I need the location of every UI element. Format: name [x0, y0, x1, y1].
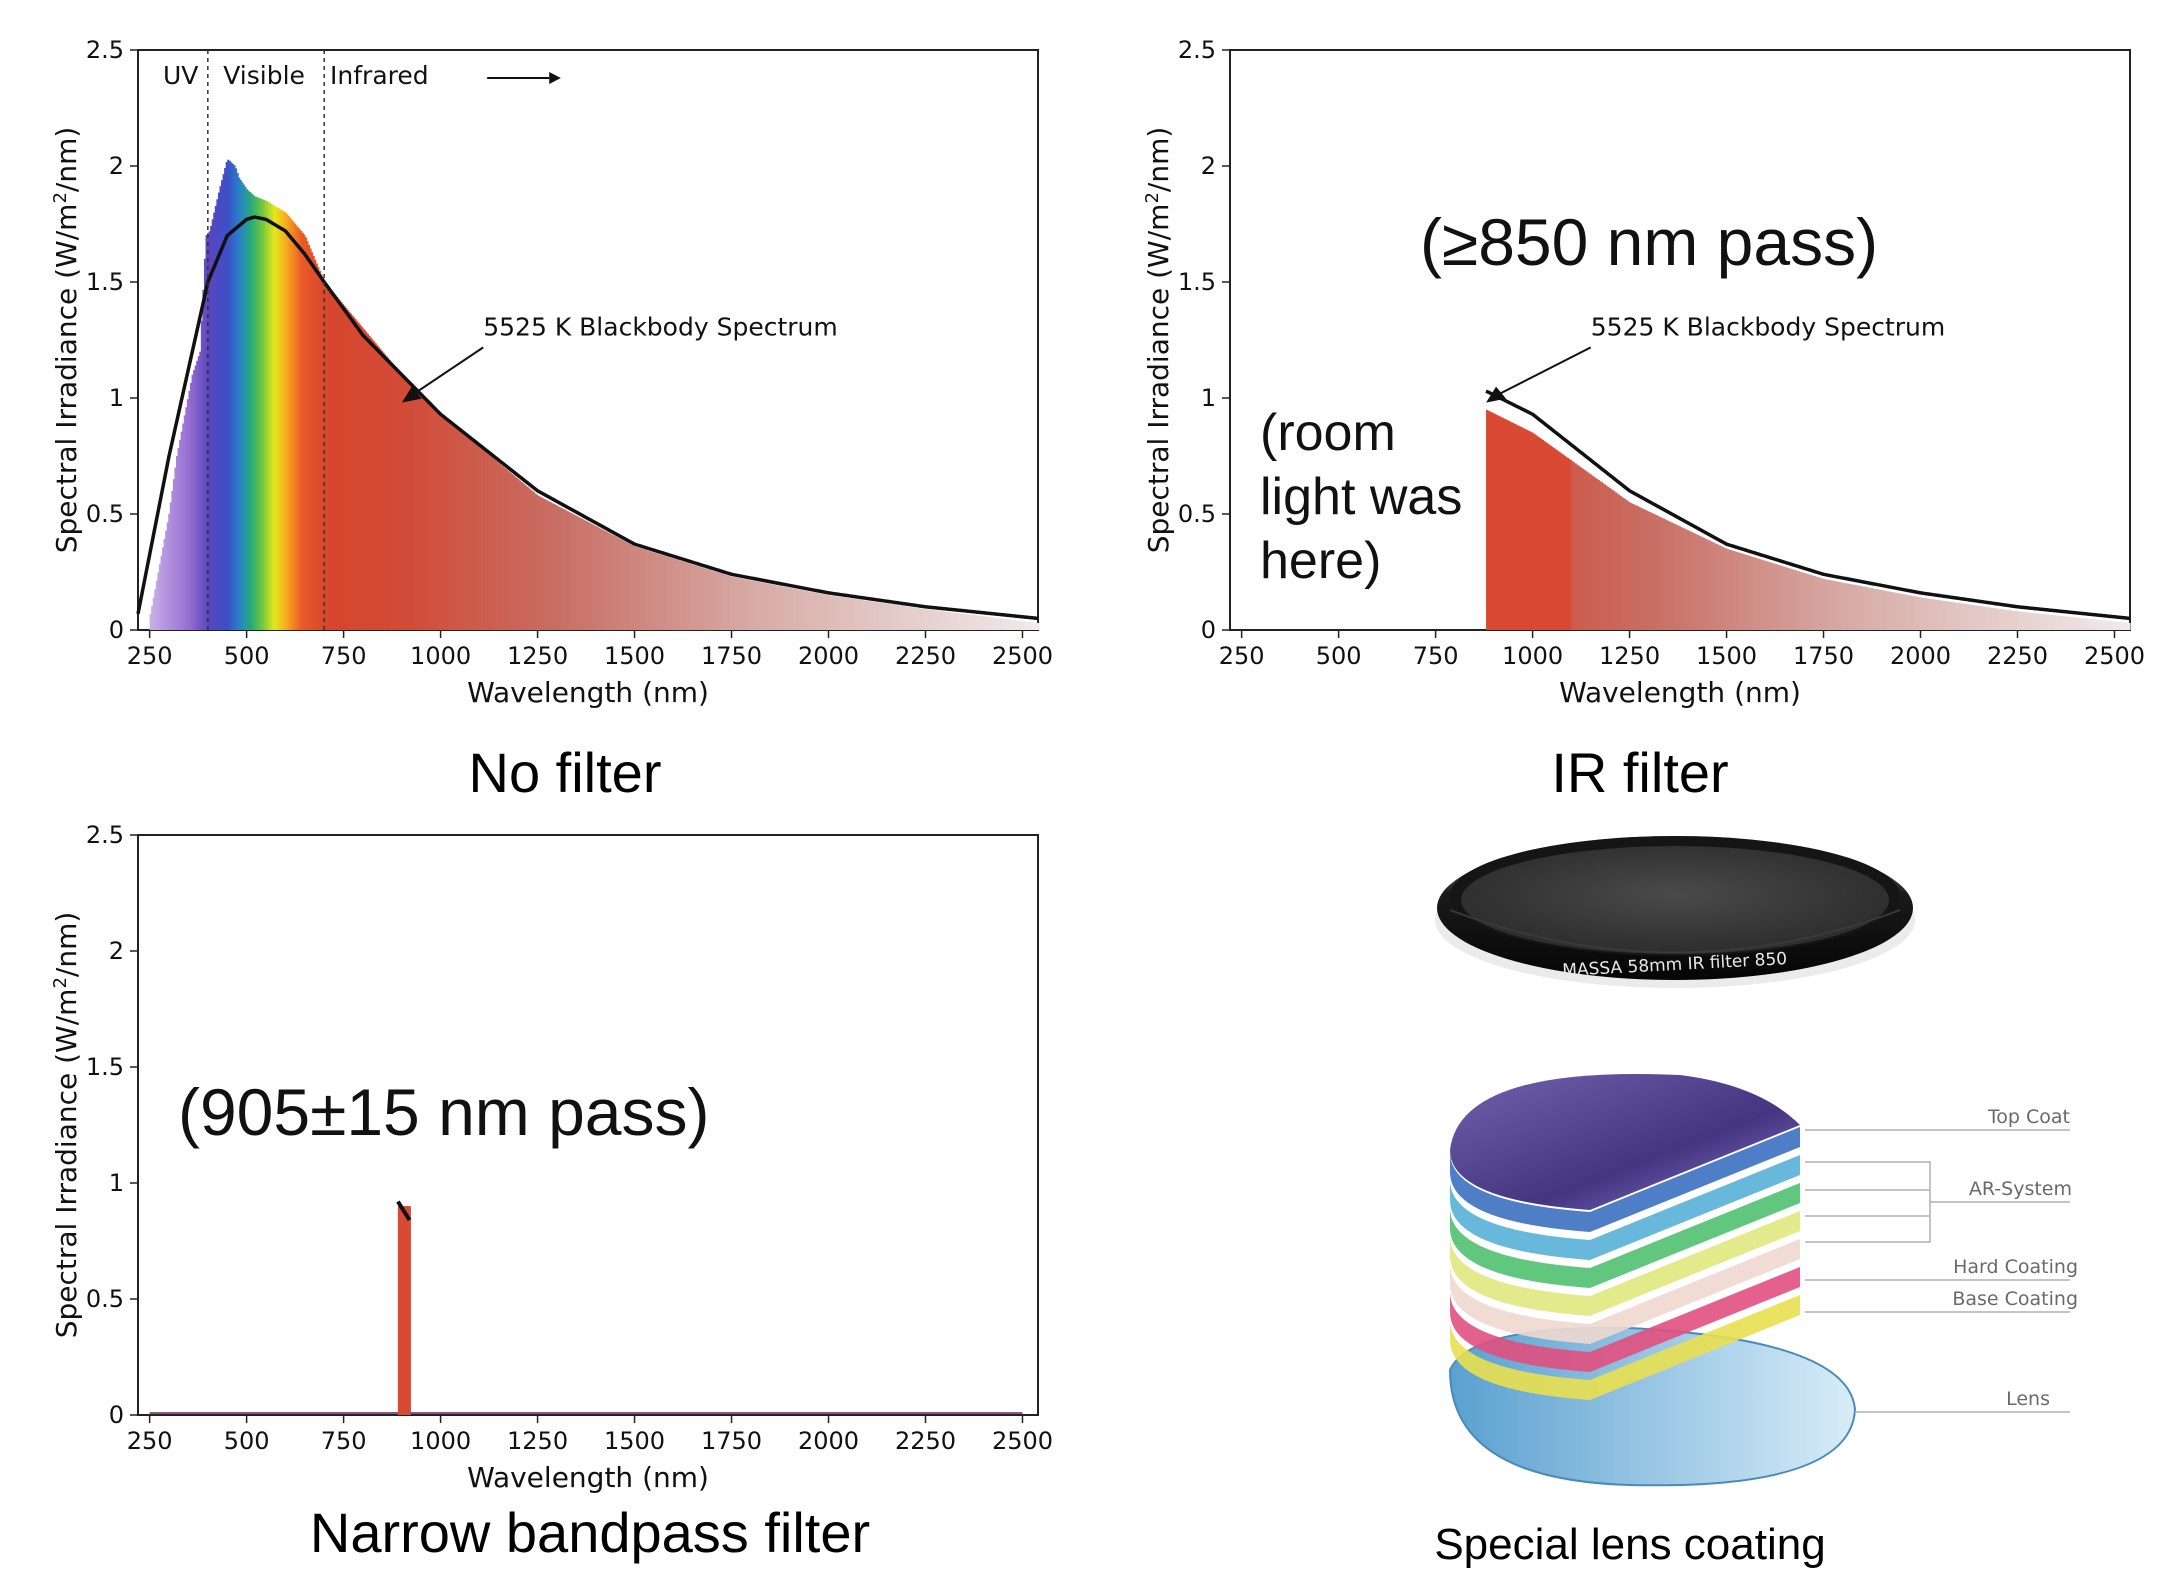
- top-coat-layer: [1450, 1073, 1800, 1210]
- caption-lens-coating: Special lens coating: [1434, 1520, 1826, 1569]
- x-tick-label: 250: [127, 1427, 173, 1455]
- x-tick-label: 2500: [2084, 642, 2145, 670]
- x-tick-label: 2500: [992, 642, 1053, 670]
- blackbody-curve: [1485, 389, 2131, 621]
- label-top-coat: Top Coat: [1987, 1106, 2070, 1128]
- y-axis-label: Spectral Irradiance (W/m2/nm): [50, 912, 84, 1339]
- room-light-note: light was: [1260, 468, 1462, 526]
- lens-coating-diagram: Top Coat AR-System Hard Coating Base Coa…: [1448, 1073, 2078, 1487]
- y-tick-label: 2: [109, 937, 124, 965]
- ir-filter-photo: MASSA 58mm IR filter 850: [1435, 836, 1915, 988]
- spectrum-fill: [149, 159, 1040, 631]
- x-axis-label: Wavelength (nm): [467, 676, 709, 709]
- x-tick-label: 250: [1219, 642, 1265, 670]
- chart-narrow-bandpass: 250 500 750 1000 1250 1500 1750 2000 2250 2500 0 0.…: [50, 821, 1054, 1494]
- x-tick-label: 2000: [798, 1427, 859, 1455]
- chart-ir-filter: 250 500 750 1000 1250 1500 1750 2000 2250 2500 0 0.…: [1142, 36, 2146, 709]
- x-tick-label: 2000: [1890, 642, 1951, 670]
- x-tick-label: 500: [224, 1427, 270, 1455]
- x-tick-label: 500: [224, 642, 270, 670]
- x-tick-label: 750: [1413, 642, 1459, 670]
- y-tick-label: 1.5: [86, 268, 124, 296]
- x-tick-label: 1750: [701, 1427, 762, 1455]
- y-tick-label: 0.5: [86, 500, 124, 528]
- blackbody-curve: [136, 215, 1039, 621]
- label-base-coating: Base Coating: [1952, 1288, 2078, 1310]
- x-tick-label: 1500: [1696, 642, 1757, 670]
- y-tick-label: 1.5: [1178, 268, 1216, 296]
- x-tick-label: 1000: [410, 1427, 471, 1455]
- x-tick-label: 250: [127, 642, 173, 670]
- x-tick-label: 2250: [895, 1427, 956, 1455]
- y-tick-label: 0: [109, 1401, 124, 1429]
- label-hard-coating: Hard Coating: [1953, 1256, 2078, 1278]
- blackbody-label: 5525 K Blackbody Spectrum: [483, 312, 837, 341]
- x-tick-label: 1000: [410, 642, 471, 670]
- y-tick-label: 1: [109, 1169, 124, 1197]
- x-tick-label: 750: [321, 1427, 367, 1455]
- y-axis-label: Spectral Irradiance (W/m2/nm): [1142, 127, 1176, 554]
- region-label-uv: UV: [163, 61, 198, 90]
- infrared-arrowhead: [549, 72, 561, 84]
- passband-bar: [397, 1206, 410, 1415]
- y-tick-label: 2.5: [1178, 36, 1216, 64]
- x-tick-label: 2250: [895, 642, 956, 670]
- y-tick-label: 2: [1201, 152, 1216, 180]
- y-tick-label: 0.5: [1178, 500, 1216, 528]
- blackbody-arrowhead: [1486, 386, 1507, 403]
- y-axis-label: Spectral Irradiance (W/m2/nm): [50, 127, 84, 554]
- room-light-note: (room: [1260, 404, 1396, 462]
- region-label-visible: Visible: [223, 61, 305, 90]
- x-tick-label: 2250: [1987, 642, 2048, 670]
- x-axis-label: Wavelength (nm): [1559, 676, 1801, 709]
- y-tick-label: 1: [1201, 384, 1216, 412]
- x-tick-label: 1750: [1793, 642, 1854, 670]
- y-tick-label: 0: [109, 616, 124, 644]
- blackbody-pointer: [409, 346, 484, 398]
- blackbody-pointer: [1493, 346, 1592, 398]
- y-tick-label: 0: [1201, 616, 1216, 644]
- x-tick-label: 1250: [1599, 642, 1660, 670]
- pass-annotation: (≥850 nm pass): [1420, 205, 1878, 279]
- x-tick-label: 750: [321, 642, 367, 670]
- caption-ir-filter: IR filter: [1551, 741, 1729, 804]
- y-tick-label: 1: [109, 384, 124, 412]
- blackbody-label: 5525 K Blackbody Spectrum: [1591, 312, 1945, 341]
- x-axis-label: Wavelength (nm): [467, 1461, 709, 1494]
- y-tick-label: 0.5: [86, 1285, 124, 1313]
- x-tick-label: 1500: [604, 642, 665, 670]
- label-lens: Lens: [2006, 1388, 2050, 1410]
- caption-no-filter: No filter: [468, 741, 662, 804]
- x-tick-label: 1250: [507, 642, 568, 670]
- label-ar-system: AR-System: [1969, 1178, 2072, 1200]
- region-label-infrared: Infrared: [330, 61, 429, 90]
- x-tick-label: 500: [1316, 642, 1362, 670]
- room-light-note: here): [1260, 532, 1381, 590]
- x-tick-label: 1000: [1502, 642, 1563, 670]
- x-tick-label: 1250: [507, 1427, 568, 1455]
- passband-curve-tip: [396, 1200, 412, 1222]
- x-tick-label: 2500: [992, 1427, 1053, 1455]
- x-tick-label: 2000: [798, 642, 859, 670]
- y-tick-label: 1.5: [86, 1053, 124, 1081]
- pass-annotation: (905±15 nm pass): [178, 1075, 709, 1149]
- spectrum-fill: [1486, 409, 2131, 630]
- blackbody-arrowhead: [401, 386, 422, 403]
- coating-layers: [1450, 1127, 1800, 1400]
- plot-frame: [137, 834, 1039, 1416]
- x-tick-label: 1750: [701, 642, 762, 670]
- chart-no-filter: 250 500 750 1000 1250 1500 1750 2000 2250 2500 0 0.…: [50, 36, 1054, 709]
- caption-narrow-bandpass: Narrow bandpass filter: [309, 1501, 871, 1564]
- y-tick-label: 2.5: [86, 821, 124, 849]
- x-tick-label: 1500: [604, 1427, 665, 1455]
- y-tick-label: 2.5: [86, 36, 124, 64]
- y-tick-label: 2: [109, 152, 124, 180]
